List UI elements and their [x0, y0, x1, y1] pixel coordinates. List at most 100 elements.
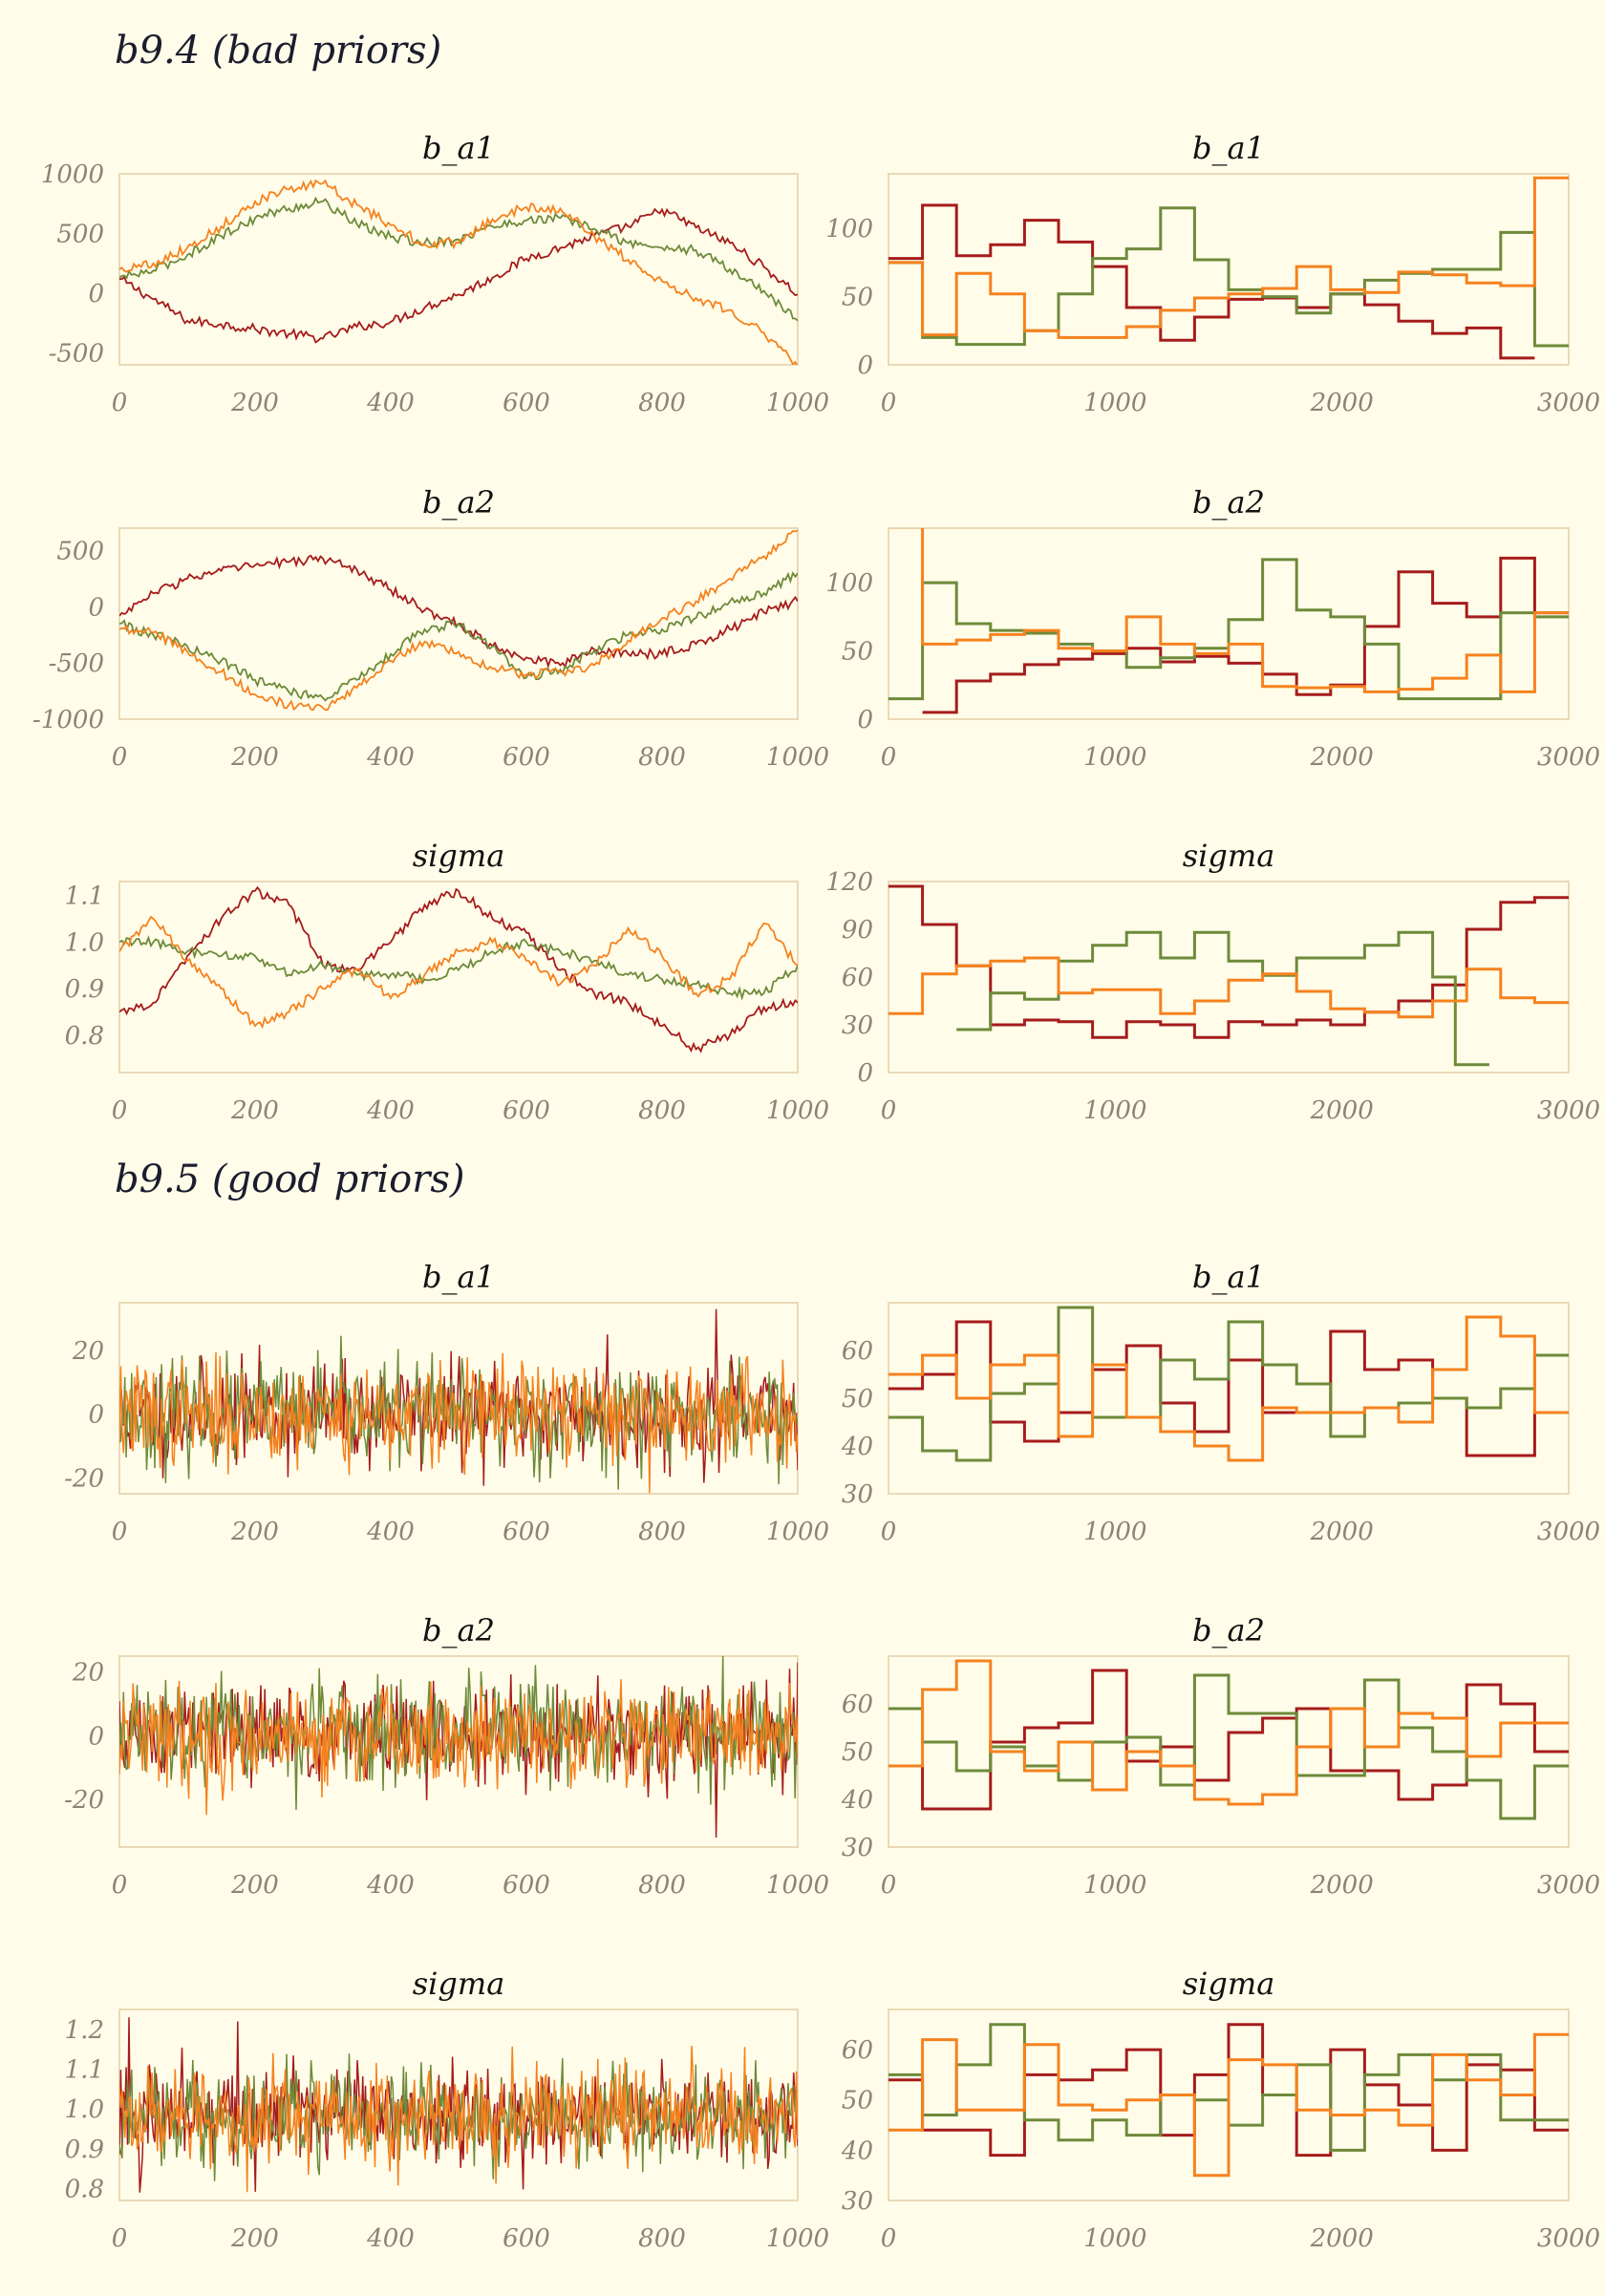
x-tick-label: 800 — [638, 2224, 686, 2253]
y-tick-label: 50 — [842, 284, 873, 312]
chart-panel: b_a2 0 200 400 600 800 1000 -20 0 20 — [64, 1612, 829, 1900]
x-tick-label: 200 — [230, 1871, 279, 1900]
x-tick-label: 1000 — [766, 1871, 829, 1900]
trace-series-2 — [119, 935, 798, 1001]
y-tick-label: 100 — [825, 569, 873, 598]
x-tick-label: 1000 — [1083, 389, 1146, 417]
chart-title: sigma — [413, 1966, 505, 2002]
chart-panel: sigma 0 1000 2000 3000 30 40 50 60 — [841, 1966, 1600, 2253]
x-tick-label: 200 — [230, 1518, 279, 1546]
y-tick-label: 0.8 — [65, 1022, 104, 1051]
rank-series-1 — [922, 556, 1569, 714]
y-tick-label: 50 — [842, 1738, 873, 1767]
x-tick-label: 2000 — [1310, 1871, 1374, 1900]
trace-series-2 — [119, 1656, 798, 1811]
x-tick-label: 3000 — [1537, 1096, 1600, 1125]
x-tick-label: 800 — [638, 1518, 686, 1546]
chart-panel: sigma 0 1000 2000 3000 0 30 60 90 120 — [825, 838, 1600, 1125]
x-tick-label: 3000 — [1537, 743, 1600, 772]
x-tick-label: 3000 — [1537, 1518, 1600, 1546]
x-tick-label: 1000 — [766, 2224, 829, 2253]
x-tick-label: 1000 — [1083, 1096, 1146, 1125]
rank-series-2 — [888, 1673, 1569, 1820]
y-tick-label: -20 — [64, 1464, 104, 1493]
x-tick-label: 2000 — [1310, 389, 1374, 417]
chart-panel: sigma 0 200 400 600 800 1000 0.8 0.9 1.0 1.1 — [65, 838, 829, 1125]
plot-frame — [118, 1302, 799, 1495]
y-tick-label: 60 — [842, 1690, 873, 1719]
y-tick-label: 90 — [842, 916, 873, 945]
x-tick-label: 200 — [230, 389, 279, 417]
chart-panel: b_a2 0 1000 2000 3000 0 50 100 — [825, 484, 1600, 772]
y-tick-label: 30 — [842, 1834, 873, 1862]
x-tick-label: 2000 — [1310, 743, 1374, 772]
y-tick-label: 0 — [857, 1059, 873, 1088]
y-tick-label: -500 — [49, 649, 104, 678]
y-tick-label: 0 — [88, 280, 104, 308]
y-tick-label: -1000 — [32, 706, 104, 734]
x-tick-label: 3000 — [1537, 1871, 1600, 1900]
trace-series-1 — [119, 885, 798, 1053]
y-tick-label: 60 — [842, 1337, 873, 1366]
x-tick-label: 1000 — [766, 389, 829, 417]
trace-series-3 — [119, 915, 798, 1030]
y-tick-label: 0 — [88, 1401, 104, 1430]
y-tick-label: 1.1 — [65, 882, 104, 911]
rank-series-2 — [888, 1306, 1569, 1462]
section-title-good-priors: b9.5 (good priors) — [115, 1158, 465, 1201]
y-tick-label: 0 — [88, 593, 104, 622]
y-tick-label: 120 — [825, 868, 873, 897]
x-tick-label: 600 — [503, 2224, 550, 2253]
x-tick-label: 0 — [881, 1871, 897, 1900]
x-tick-label: 600 — [503, 389, 550, 417]
y-tick-label: -500 — [49, 340, 104, 369]
x-tick-label: 200 — [230, 1096, 279, 1125]
x-tick-label: 200 — [230, 2224, 279, 2253]
chart-title: b_a2 — [422, 484, 495, 521]
chart-title: b_a2 — [422, 1612, 495, 1648]
y-tick-label: 60 — [842, 964, 873, 992]
y-tick-label: 30 — [842, 2187, 873, 2216]
rank-series-3 — [888, 2032, 1569, 2178]
x-tick-label: 0 — [112, 1871, 128, 1900]
y-tick-label: 20 — [72, 1659, 104, 1688]
x-tick-label: 400 — [366, 2224, 415, 2253]
x-tick-label: 0 — [112, 743, 128, 772]
chart-title: b_a1 — [1192, 1259, 1265, 1295]
rank-series-1 — [888, 2023, 1569, 2158]
chart-panel: b_a2 0 1000 2000 3000 30 40 50 60 — [841, 1612, 1600, 1900]
trace-series-3 — [119, 179, 798, 365]
plot-frame — [118, 881, 799, 1074]
y-tick-label: 50 — [842, 2087, 873, 2115]
y-tick-label: 30 — [842, 1011, 873, 1040]
rank-series-3 — [888, 176, 1569, 339]
y-tick-label: -20 — [64, 1786, 104, 1815]
x-tick-label: 0 — [881, 389, 897, 417]
chart-title: b_a1 — [422, 130, 495, 166]
chart-title: b_a2 — [1192, 484, 1265, 521]
y-tick-label: 0 — [857, 351, 873, 380]
y-tick-label: 50 — [842, 638, 873, 667]
chart-panel: b_a1 0 200 400 600 800 1000 -500 0 500 1000 — [41, 130, 829, 417]
rank-series-3 — [888, 1659, 1569, 1806]
x-tick-label: 800 — [638, 743, 686, 772]
y-tick-label: 0 — [88, 1722, 104, 1751]
chart-panel: b_a2 0 200 400 600 800 1000 -1000 -500 0 500 — [32, 484, 829, 772]
x-tick-label: 0 — [112, 389, 128, 417]
y-tick-label: 60 — [842, 2036, 873, 2065]
x-tick-label: 2000 — [1310, 1096, 1374, 1125]
chart-panel: b_a1 0 1000 2000 3000 30 40 50 60 — [841, 1259, 1600, 1546]
chart-title: b_a2 — [1192, 1612, 1265, 1648]
trace-series-1 — [119, 554, 798, 670]
x-tick-label: 1000 — [766, 1518, 829, 1546]
chart-panel: sigma 0 200 400 600 800 1000 0.8 0.9 1.0 1.1 1.2 — [65, 1966, 829, 2253]
chart-panel: b_a1 0 1000 2000 3000 0 50 100 — [825, 130, 1600, 417]
trace-series-1 — [119, 1308, 798, 1486]
chart-panel: b_a1 0 200 400 600 800 1000 -20 0 20 — [64, 1259, 829, 1546]
x-tick-label: 800 — [638, 1871, 686, 1900]
chart-title: b_a1 — [422, 1259, 495, 1295]
y-tick-label: 1.2 — [65, 2016, 104, 2045]
trace-series-3 — [119, 2045, 798, 2193]
x-tick-label: 200 — [230, 743, 279, 772]
